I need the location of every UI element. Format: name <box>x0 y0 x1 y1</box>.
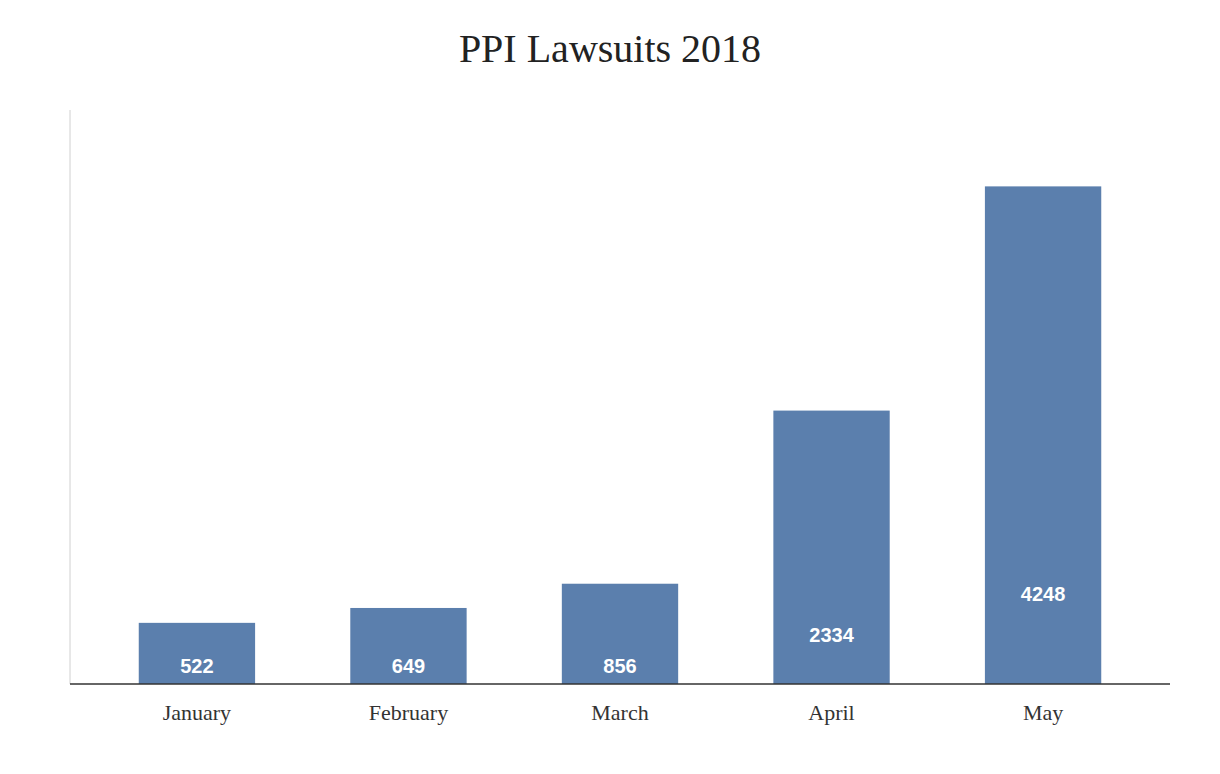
bar <box>985 186 1101 684</box>
x-tick-label: May <box>1023 700 1063 725</box>
chart-title: PPI Lawsuits 2018 <box>459 26 761 71</box>
data-label: 522 <box>180 655 213 677</box>
x-axis-line <box>70 683 1170 685</box>
y-axis-line <box>70 110 71 684</box>
chart-svg: PPI Lawsuits 2018 January February March Apr… <box>0 0 1220 774</box>
bar <box>562 584 678 684</box>
data-label: 649 <box>392 655 425 677</box>
x-tick-label: January <box>163 700 231 725</box>
bars <box>139 186 1102 684</box>
page: {"chart_data": {"type": "bar", "title": … <box>0 0 1220 774</box>
x-tick-label: February <box>369 700 448 725</box>
data-label: 856 <box>603 655 636 677</box>
x-tick-label: April <box>808 700 854 725</box>
chart-container: PPI Lawsuits 2018 January February March Apr… <box>0 0 1220 774</box>
x-tick-label: March <box>591 700 648 725</box>
bar <box>139 623 255 684</box>
bar <box>773 411 889 684</box>
data-label: 4248 <box>1021 583 1066 605</box>
bar <box>350 608 466 684</box>
data-label: 2334 <box>809 624 854 646</box>
